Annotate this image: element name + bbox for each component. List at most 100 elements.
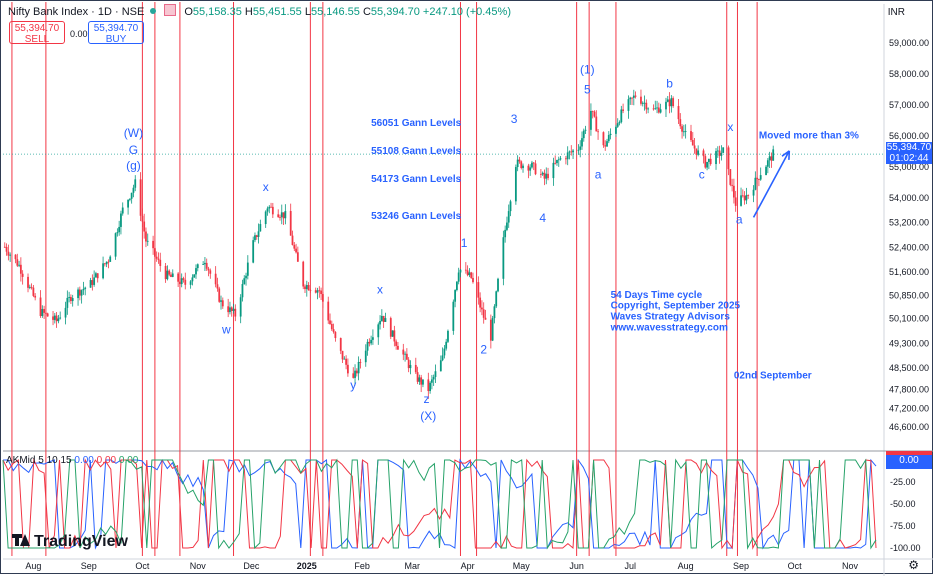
candle-body [229, 307, 231, 313]
candle-body [170, 274, 172, 277]
candle-body [314, 290, 317, 293]
candle-body [318, 290, 321, 292]
candle-body [255, 235, 258, 237]
candle-body [352, 373, 355, 378]
y-tick-label: 47,800.00 [889, 385, 929, 395]
candle-body [718, 150, 721, 156]
candle-body [266, 208, 269, 212]
candle-body [597, 131, 599, 133]
candle-body [745, 195, 748, 201]
candle-body [405, 353, 408, 360]
indicator-line-green [2, 458, 877, 550]
wave-annotation: 54173 Gann Levels [371, 174, 461, 185]
candle-body [402, 349, 405, 355]
candle-body [491, 318, 494, 341]
candle-body [729, 169, 732, 185]
wave-annotation: c [699, 168, 705, 182]
candle-body [768, 156, 771, 161]
candle-body [434, 371, 437, 377]
candle-body [772, 149, 775, 161]
candle-body [754, 177, 757, 190]
currency-label[interactable]: INR [887, 7, 905, 18]
candle-body [291, 235, 294, 246]
candle-body [205, 262, 208, 269]
wave-annotation: z [424, 392, 430, 406]
candle-body [164, 265, 167, 280]
wave-annotation: a [595, 168, 602, 182]
candle-body [239, 297, 242, 317]
buy-price: 55,394.70 [93, 23, 139, 34]
wave-annotation: y [350, 378, 356, 392]
candle-body [78, 289, 81, 296]
candle-body [504, 229, 507, 238]
candle-body [264, 211, 267, 225]
candle-body [39, 297, 42, 316]
candle-body [522, 165, 524, 169]
candle-body [41, 309, 44, 316]
buy-button[interactable]: 55,394.70 BUY [88, 21, 144, 45]
candle-body [591, 110, 594, 112]
candle-body [27, 276, 29, 288]
candle-body [622, 109, 624, 111]
candle-body [547, 173, 549, 179]
y-tick-label: 56,000.00 [889, 131, 929, 141]
candle-body [293, 245, 296, 249]
candle-body [30, 286, 33, 288]
candle-body [602, 132, 605, 146]
candle-body [55, 315, 58, 322]
candle-body [727, 147, 730, 170]
candle-body [618, 122, 621, 124]
sell-button[interactable]: 55,394.70 SELL [9, 21, 65, 45]
candle-body [395, 341, 398, 346]
candle-body [620, 109, 623, 123]
sell-price: 55,394.70 [14, 23, 60, 34]
candle-body [19, 264, 22, 274]
wave-annotation: Waves Strategy Advisors [611, 312, 731, 323]
candle-body [296, 252, 299, 262]
x-tick-label: 2025 [297, 561, 317, 571]
candle-body [9, 254, 12, 256]
candle-body [171, 273, 174, 277]
candle-body [372, 337, 374, 340]
candle-body [320, 290, 322, 295]
candle-body [731, 184, 734, 186]
candle-body [118, 226, 121, 233]
candle-body [577, 149, 580, 151]
candle-body [489, 319, 492, 341]
candle-body [180, 278, 183, 285]
candle-body [484, 317, 487, 320]
candle-body [582, 130, 585, 139]
candle-body [109, 256, 112, 262]
gear-icon[interactable]: ⚙ [908, 558, 919, 572]
candle-body [52, 316, 54, 320]
wave-annotation: x [377, 282, 383, 296]
candle-body [464, 269, 467, 271]
x-tick-label: Nov [842, 561, 859, 571]
candle-body [177, 273, 180, 282]
indicator-legend[interactable]: AKMid 5 10 15 0.00 0.00 0.00 [6, 455, 138, 466]
candle-body [207, 268, 210, 271]
candle-body [327, 301, 330, 321]
wave-annotation: a [736, 213, 743, 227]
candle-body [44, 312, 47, 314]
candle-body [216, 284, 219, 289]
candle-body [472, 277, 474, 283]
candle-body [214, 273, 217, 285]
x-tick-label: Sep [733, 561, 749, 571]
x-tick-label: May [513, 561, 531, 571]
candle-body [439, 360, 442, 372]
symbol-title[interactable]: Nifty Bank Index · 1D · NSE [8, 6, 145, 18]
candle-body [277, 214, 280, 218]
candle-body [641, 102, 644, 104]
candle-body [309, 290, 312, 291]
tradingview-logo[interactable]: TradingView [12, 533, 128, 551]
candle-body [482, 309, 485, 318]
candle-body [758, 179, 760, 180]
wave-annotation: 3 [511, 112, 518, 126]
candle-body [766, 160, 769, 167]
candle-body [770, 156, 773, 161]
flag-icon[interactable] [164, 4, 177, 16]
candle-body [607, 135, 610, 142]
candle-body [452, 301, 455, 331]
